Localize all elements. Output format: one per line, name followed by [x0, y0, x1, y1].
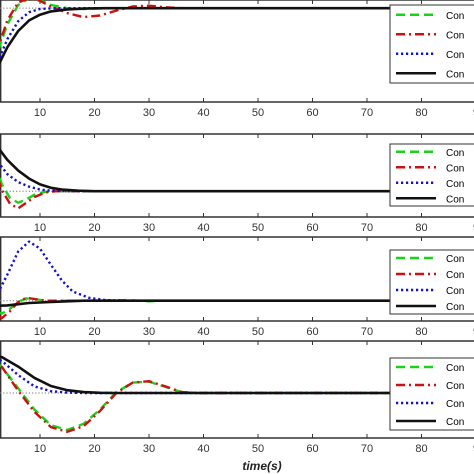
x-tick-label: 60: [306, 443, 318, 455]
legend-box: [389, 249, 474, 315]
x-tick-label: 50: [252, 443, 264, 455]
x-tick-label: 80: [415, 326, 427, 338]
x-tick-label: 9: [473, 107, 474, 119]
x-tick-label: 9: [473, 222, 474, 234]
legend-label: Con: [446, 270, 464, 281]
x-axis-label: time(s): [242, 459, 281, 473]
x-tick-label: 30: [143, 222, 155, 234]
series-group: [0, 0, 474, 66]
x-tick-label: 60: [306, 222, 318, 234]
legend-label: Con: [446, 399, 464, 410]
x-tick-label: 20: [88, 107, 100, 119]
legend-label: Con: [446, 363, 464, 374]
series-group: [0, 240, 474, 320]
x-tick-label: 10: [34, 107, 46, 119]
x-tick-label: 20: [88, 222, 100, 234]
legend-label: Con: [446, 254, 464, 265]
series-group: [0, 355, 474, 433]
x-tick-label: 20: [88, 326, 100, 338]
x-tick-label: 30: [143, 443, 155, 455]
series-line-red: [0, 364, 474, 433]
x-tick-label: 50: [252, 326, 264, 338]
legend-label: Con: [446, 381, 464, 392]
x-tick-label: 70: [361, 326, 373, 338]
legend-label: Con: [446, 30, 464, 41]
legend-label: Con: [446, 417, 464, 428]
legend: Con Con Con Con: [389, 249, 474, 315]
series-group: [0, 148, 474, 210]
x-tick-label: 70: [361, 107, 373, 119]
x-tick-label: 50: [252, 107, 264, 119]
x-tick-label: 40: [197, 443, 209, 455]
x-tick-label: 20: [88, 443, 100, 455]
x-tick-label: 30: [143, 326, 155, 338]
series-line-blue: [0, 162, 474, 193]
x-tick-label: 80: [415, 107, 427, 119]
x-tick-label: 9: [473, 443, 474, 455]
legend: Con Con Con Con: [389, 4, 474, 84]
legend-label: Con: [446, 286, 464, 297]
legend-label: Con: [446, 194, 464, 205]
legend-label: Con: [446, 50, 464, 61]
panel-1: 10 20 30 40 50 60 70 80 9 Con Con Con Con: [0, 0, 474, 119]
panel-4: 10 20 30 40 50 60 70 80 9 Con Con Con Con: [0, 340, 474, 455]
x-tick-label: 80: [415, 222, 427, 234]
series-line-green: [0, 297, 474, 315]
legend: Con Con Con Con: [389, 357, 474, 431]
series-line-green: [0, 174, 474, 204]
panel-3: 10 20 30 40 50 60 70 80 9 Con Con Con Con: [0, 236, 474, 338]
legend-label: Con: [446, 11, 464, 22]
x-tick-label: 10: [34, 326, 46, 338]
x-tick-label: 30: [143, 107, 155, 119]
x-tick-label: 10: [34, 443, 46, 455]
legend-box: [389, 143, 474, 207]
series-line-blue: [0, 240, 474, 302]
legend: Con Con Con Con: [389, 143, 474, 207]
x-tick-label: 9: [473, 326, 474, 338]
legend-label: Con: [446, 148, 464, 159]
legend-label: Con: [446, 302, 464, 313]
legend-label: Con: [446, 179, 464, 190]
x-tick-label: 70: [361, 443, 373, 455]
panel-2: 10 20 30 40 50 60 70 80 9 Con Con Con Con: [0, 133, 474, 234]
series-line-black: [0, 355, 474, 395]
legend-label: Con: [446, 163, 464, 174]
legend-box: [389, 357, 474, 431]
x-tick-label: 40: [197, 326, 209, 338]
x-tick-label: 70: [361, 222, 373, 234]
series-line-black: [0, 148, 474, 193]
series-line-black: [0, 6, 474, 66]
series-line-green: [0, 364, 474, 432]
legend-label: Con: [446, 69, 464, 80]
x-tick-label: 60: [306, 107, 318, 119]
x-tick-label: 10: [34, 222, 46, 234]
x-tick-label: 80: [415, 443, 427, 455]
x-tick-label: 40: [197, 107, 209, 119]
x-tick-label: 40: [197, 222, 209, 234]
series-line-black: [0, 299, 474, 308]
x-tick-label: 60: [306, 326, 318, 338]
legend-box: [389, 4, 474, 84]
x-tick-label: 50: [252, 222, 264, 234]
series-line-red: [0, 0, 474, 47]
series-line-red: [0, 296, 474, 320]
